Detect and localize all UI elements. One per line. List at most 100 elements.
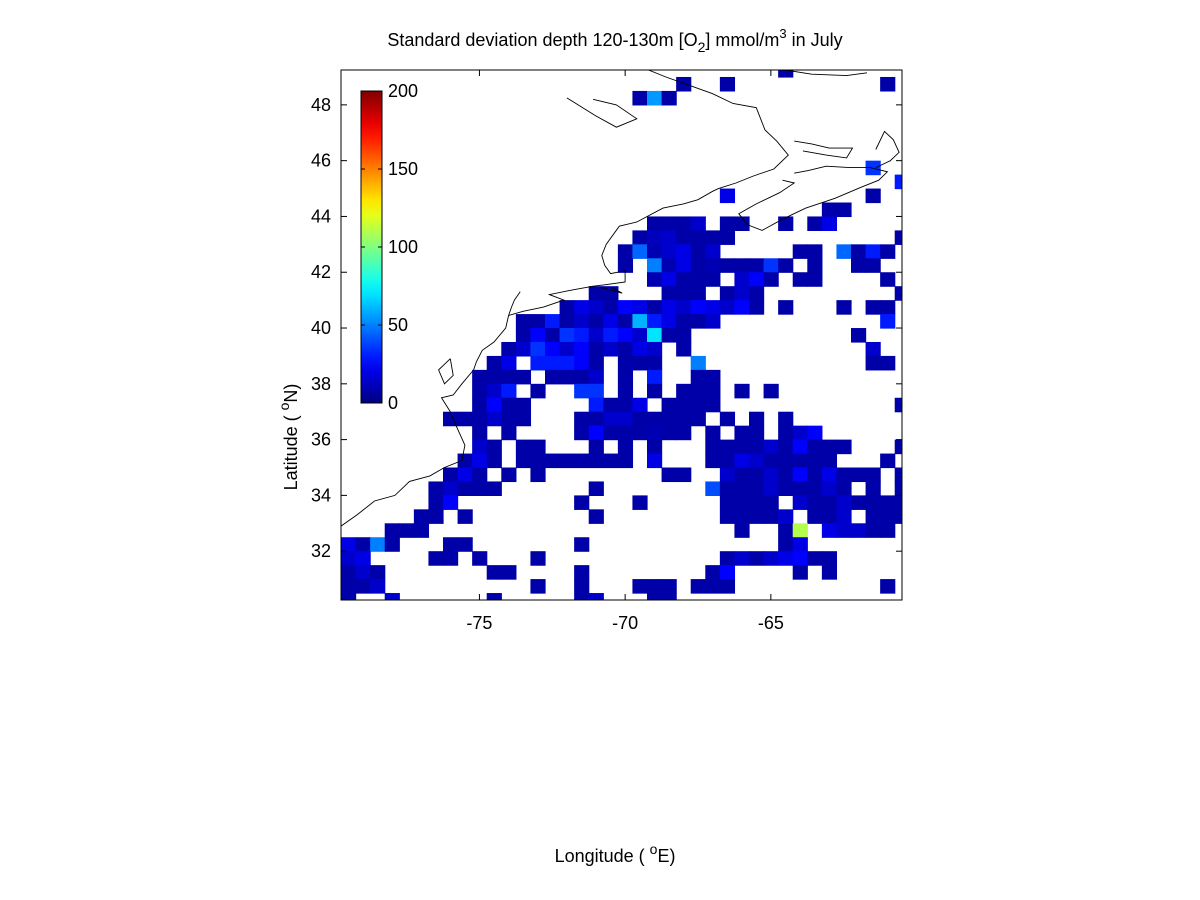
heatmap-cell bbox=[894, 495, 902, 510]
heatmap-cell bbox=[530, 467, 546, 483]
heatmap-cell bbox=[486, 411, 502, 427]
heatmap-cell bbox=[472, 453, 488, 469]
heatmap-cell bbox=[617, 425, 634, 441]
heatmap-cell bbox=[792, 537, 808, 552]
heatmap-cell bbox=[647, 244, 663, 259]
heatmap-cell bbox=[894, 509, 902, 524]
heatmap-cell bbox=[851, 467, 867, 483]
heatmap-cell bbox=[792, 467, 808, 483]
heatmap-cell bbox=[690, 411, 706, 427]
heatmap-cell bbox=[559, 300, 575, 315]
heatmap-cell bbox=[749, 551, 765, 566]
heatmap-cell bbox=[443, 537, 459, 552]
heatmap-cell bbox=[574, 383, 590, 399]
heatmap-cell bbox=[792, 481, 808, 496]
heatmap-cell bbox=[632, 328, 648, 343]
heatmap-cell bbox=[851, 244, 867, 259]
heatmap-cell bbox=[821, 565, 838, 580]
heatmap-cell bbox=[530, 551, 546, 566]
heatmap-cell bbox=[647, 593, 663, 600]
heatmap-cell bbox=[647, 425, 663, 441]
heatmap-cell bbox=[719, 230, 736, 245]
heatmap-cell bbox=[647, 579, 663, 594]
coastline-segment bbox=[438, 358, 454, 385]
heatmap-cell bbox=[836, 509, 852, 524]
heatmap-cell bbox=[574, 411, 590, 427]
heatmap-cell bbox=[792, 453, 808, 469]
heatmap-cell bbox=[443, 551, 459, 566]
heatmap-cell bbox=[574, 565, 590, 580]
heatmap-cell bbox=[501, 565, 517, 580]
heatmap-cell bbox=[734, 453, 750, 469]
heatmap-cell bbox=[443, 467, 459, 483]
heatmap-cell bbox=[807, 258, 823, 273]
heatmap-cell bbox=[545, 453, 561, 469]
y-tick-label: 42 bbox=[311, 262, 331, 282]
heatmap-cell bbox=[821, 439, 838, 455]
heatmap-cell bbox=[763, 439, 779, 455]
heatmap-cell bbox=[647, 341, 663, 357]
heatmap-cell bbox=[894, 481, 902, 496]
heatmap-cell bbox=[647, 328, 663, 343]
heatmap-cell bbox=[617, 453, 634, 469]
heatmap-cell bbox=[792, 565, 808, 580]
heatmap-cell bbox=[486, 453, 502, 469]
heatmap-cell bbox=[486, 439, 502, 455]
heatmap-cell bbox=[545, 328, 561, 343]
heatmap-cell bbox=[632, 300, 648, 315]
heatmap-cell bbox=[617, 300, 634, 315]
heatmap-cell bbox=[676, 286, 692, 301]
heatmap-cell bbox=[632, 355, 648, 371]
heatmap-cell bbox=[734, 258, 750, 273]
heatmap-cell bbox=[588, 383, 604, 399]
chart-title: Standard deviation depth 120-130m [O2] m… bbox=[387, 26, 842, 55]
heatmap-cell bbox=[574, 369, 590, 385]
heatmap-cell bbox=[792, 244, 808, 259]
heatmap-cell bbox=[807, 551, 823, 566]
heatmap-cell bbox=[705, 300, 721, 315]
x-tick-label: -75 bbox=[466, 613, 492, 633]
heatmap-cell bbox=[617, 314, 634, 329]
heatmap-cell bbox=[778, 439, 794, 455]
heatmap-cell bbox=[632, 495, 648, 510]
heatmap-cell bbox=[341, 537, 357, 552]
heatmap-cell bbox=[661, 467, 677, 483]
heatmap-cell bbox=[574, 328, 590, 343]
heatmap-cell bbox=[545, 314, 561, 329]
heatmap-cell bbox=[501, 341, 517, 357]
heatmap-cell bbox=[865, 300, 881, 315]
heatmap-cell bbox=[749, 509, 765, 524]
heatmap-cell bbox=[486, 593, 502, 600]
heatmap-cell bbox=[792, 439, 808, 455]
heatmap-cell bbox=[501, 369, 517, 385]
heatmap-cell bbox=[792, 551, 808, 566]
heatmap-cell bbox=[574, 355, 590, 371]
coastline-segment bbox=[508, 291, 521, 316]
heatmap-cell bbox=[719, 551, 736, 566]
heatmap-cell bbox=[749, 453, 765, 469]
heatmap-cell bbox=[719, 300, 736, 315]
heatmap-cell bbox=[807, 509, 823, 524]
heatmap-cell bbox=[705, 425, 721, 441]
heatmap-cell bbox=[749, 467, 765, 483]
heatmap-cell bbox=[617, 369, 634, 385]
heatmap-cell bbox=[632, 244, 648, 259]
heatmap-cell bbox=[661, 328, 677, 343]
heatmap-cell bbox=[734, 216, 750, 231]
heatmap-cell bbox=[603, 314, 619, 329]
heatmap-cell bbox=[705, 579, 721, 594]
colorbar-tick-label: 100 bbox=[388, 237, 418, 257]
heatmap-cell bbox=[792, 495, 808, 510]
heatmap-cell bbox=[661, 300, 677, 315]
heatmap-cell bbox=[501, 397, 517, 413]
heatmap-cell bbox=[807, 425, 823, 441]
heatmap-cell bbox=[880, 314, 896, 329]
heatmap-cell bbox=[734, 481, 750, 496]
heatmap-cell bbox=[370, 537, 386, 552]
x-axis: -75 -70 -65 bbox=[466, 70, 784, 633]
heatmap-cell bbox=[676, 230, 692, 245]
heatmap-cell bbox=[588, 369, 604, 385]
heatmap-cell bbox=[515, 453, 532, 469]
heatmap-cell bbox=[763, 509, 779, 524]
x-axis-label: Longitude ( oE) bbox=[555, 841, 676, 866]
